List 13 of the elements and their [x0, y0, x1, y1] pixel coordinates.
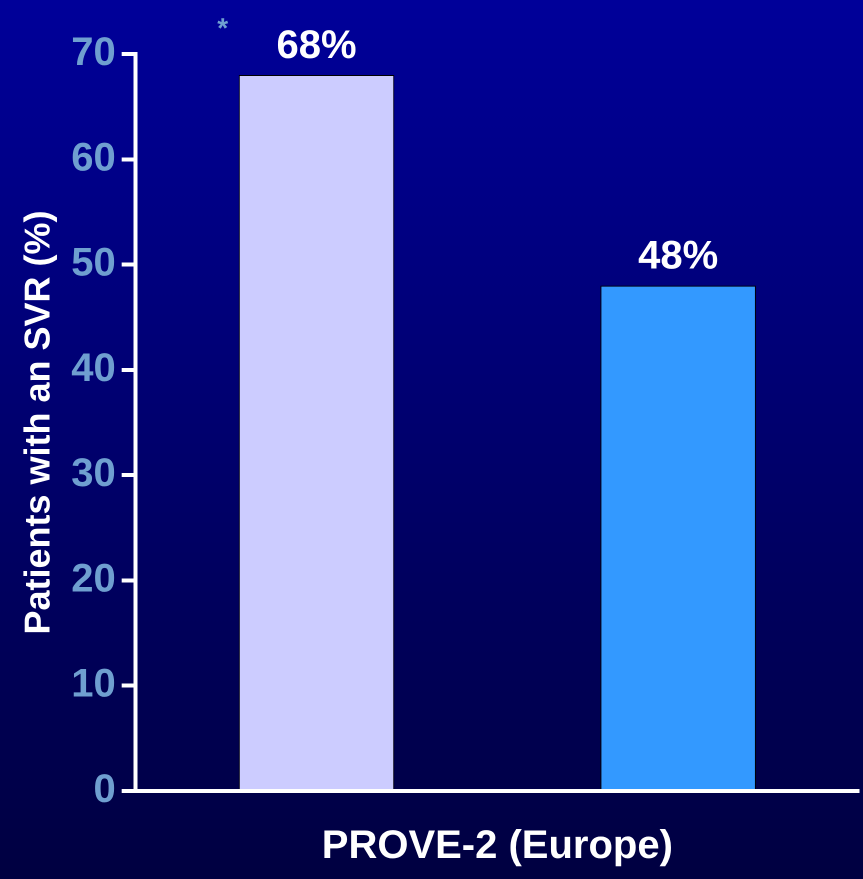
- y-tick-label: 60: [71, 135, 116, 180]
- data-label: 48%: [638, 234, 718, 278]
- y-tick-label: 0: [93, 767, 116, 812]
- y-axis-title: Patients with an SVR (%): [16, 210, 58, 635]
- y-tick-label: 20: [71, 556, 116, 600]
- y-tick-label: 10: [71, 662, 116, 706]
- y-tick-label: 40: [71, 346, 116, 390]
- y-tick-label: 70: [71, 30, 116, 74]
- x-axis-title: PROVE-2 (Europe): [322, 823, 673, 868]
- y-tick-label: 30: [71, 451, 116, 496]
- y-tick-label: 50: [71, 240, 116, 285]
- text: *: [217, 12, 228, 44]
- data-label: 68%: [276, 23, 357, 68]
